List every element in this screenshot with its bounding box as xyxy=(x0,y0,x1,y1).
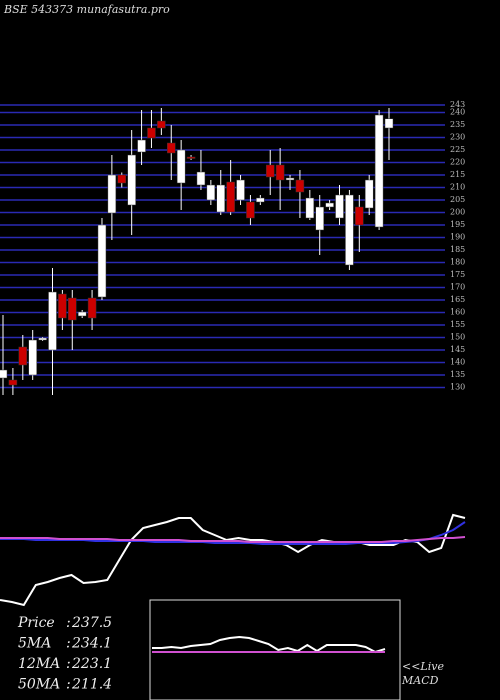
candle-body xyxy=(246,201,255,219)
y-tick-label: 215 xyxy=(450,170,465,179)
y-tick-label: 130 xyxy=(450,383,465,392)
stat-value: 223.1 xyxy=(71,656,112,672)
y-tick-label: 135 xyxy=(450,370,465,379)
y-tick-label: 185 xyxy=(450,245,465,254)
candle-body xyxy=(236,179,245,201)
y-tick-label: 195 xyxy=(450,220,465,229)
candle-body xyxy=(384,118,394,129)
stat-label: 50MA xyxy=(18,677,60,693)
indicator-line xyxy=(152,635,386,654)
candle-body xyxy=(265,164,275,178)
candle-body xyxy=(196,171,206,186)
candle-body xyxy=(345,194,354,266)
y-tick-label: 235 xyxy=(450,120,465,129)
y-tick-label: 170 xyxy=(450,283,465,292)
candle-body xyxy=(216,184,225,213)
candle-body xyxy=(355,206,364,226)
y-tick-label: 210 xyxy=(450,183,465,192)
y-tick-label: 190 xyxy=(450,233,465,242)
candle-body xyxy=(275,164,285,181)
candle-body xyxy=(285,177,295,181)
y-tick-label: 230 xyxy=(450,133,465,142)
y-tick-label: 145 xyxy=(450,345,465,354)
stat-separator: : xyxy=(66,677,71,693)
candle-body xyxy=(18,346,28,366)
stat-label: Price xyxy=(17,615,55,631)
y-tick-label: 220 xyxy=(450,158,465,167)
stat-separator: : xyxy=(66,656,71,672)
candle-body xyxy=(295,179,305,193)
y-tick-label: 205 xyxy=(450,195,465,204)
candle-body xyxy=(256,197,265,203)
candle-body xyxy=(58,293,67,319)
candle-body xyxy=(117,174,127,184)
candle-body xyxy=(0,369,8,379)
y-tick-label: 140 xyxy=(450,358,465,367)
candle-body xyxy=(374,114,384,228)
y-tick-label: 225 xyxy=(450,145,465,154)
candle-body xyxy=(176,149,186,184)
stat-label: 5MA xyxy=(18,636,51,652)
candle-body xyxy=(38,337,47,341)
indicator-line xyxy=(0,536,466,543)
y-tick-label: 155 xyxy=(450,320,465,329)
y-tick-label: 200 xyxy=(450,208,465,217)
chart-title: BSE 543373 munafasutra.pro xyxy=(3,3,170,16)
candle-body xyxy=(305,197,315,219)
candle-body xyxy=(127,154,136,206)
y-tick-label: 160 xyxy=(450,308,465,317)
candle-body xyxy=(226,181,235,213)
candle-body xyxy=(68,297,77,321)
y-tick-label: 243 xyxy=(450,100,465,109)
macd-box xyxy=(149,599,401,700)
y-tick-label: 175 xyxy=(450,270,465,279)
candle-body xyxy=(97,224,107,298)
candle-body xyxy=(206,184,216,201)
candle-body xyxy=(48,291,57,351)
candle-body xyxy=(364,179,374,209)
stat-separator: : xyxy=(66,636,71,652)
candle-body xyxy=(186,156,196,159)
candle-body xyxy=(137,139,146,153)
candle-body xyxy=(167,142,176,154)
candle-body xyxy=(107,174,117,214)
candle-body xyxy=(147,127,156,139)
candle-body xyxy=(87,297,97,319)
y-tick-label: 180 xyxy=(450,258,465,267)
indicator-line xyxy=(0,513,466,607)
stat-value: 211.4 xyxy=(71,677,112,693)
candle-body xyxy=(325,202,334,208)
candle-body xyxy=(315,206,324,231)
candle-body xyxy=(8,379,18,386)
stat-value: 234.1 xyxy=(71,636,112,652)
y-tick-label: 150 xyxy=(450,333,465,342)
candle-body xyxy=(335,194,344,219)
candle-body xyxy=(77,311,87,317)
y-tick-label: 240 xyxy=(450,108,465,117)
annotation: MACD xyxy=(401,674,439,687)
stat-value: 237.5 xyxy=(71,615,112,631)
annotation: <<Live xyxy=(402,660,444,673)
candle-body xyxy=(157,120,166,129)
candle-body xyxy=(28,339,37,376)
y-tick-label: 165 xyxy=(450,295,465,304)
stat-label: 12MA xyxy=(18,656,60,672)
stat-separator: : xyxy=(66,615,71,631)
